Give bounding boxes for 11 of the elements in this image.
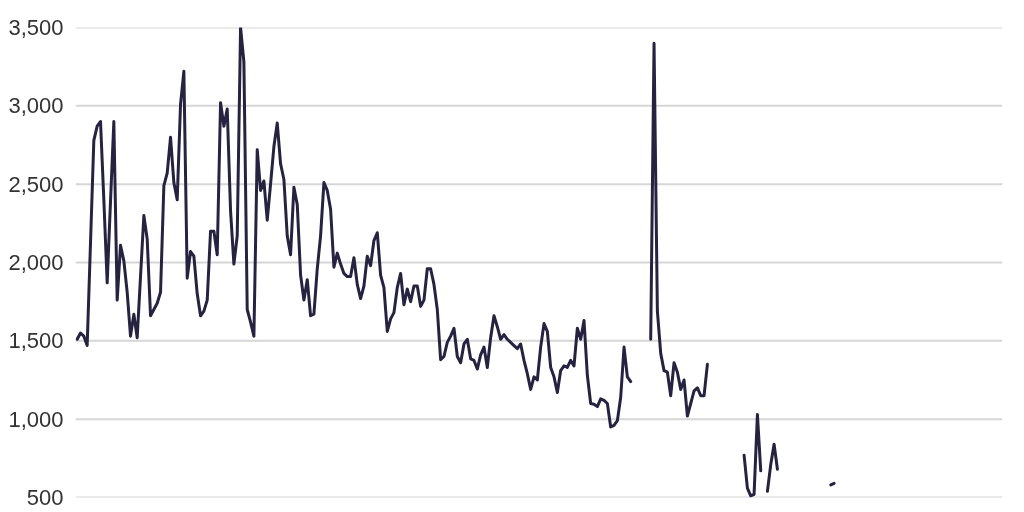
y-tick-label: 2,500: [8, 171, 64, 197]
y-tick-label: 3,000: [8, 93, 64, 119]
line-series: [742, 412, 763, 498]
y-tick-label: 1,500: [8, 328, 64, 354]
y-tick-label: 1,000: [8, 406, 64, 432]
y-tick-label: 3,500: [8, 15, 64, 40]
y-tick-label: 2,000: [8, 250, 64, 275]
line-series: [649, 41, 709, 418]
line-series: [765, 442, 779, 493]
y-tick-label: 500: [26, 485, 64, 510]
line-series: [75, 27, 633, 429]
